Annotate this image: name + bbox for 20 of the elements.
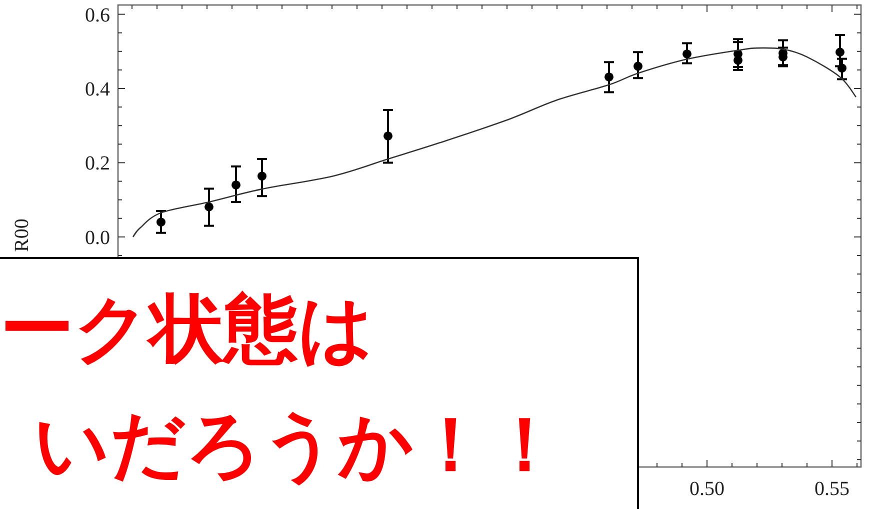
y-tick-label: 0.2 <box>85 152 110 175</box>
point <box>384 131 392 140</box>
point <box>836 48 844 57</box>
point <box>682 49 692 58</box>
overlay-box: ーク状態は いだろうか！！ <box>0 257 639 509</box>
y-tick-label: 0.0 <box>85 226 110 249</box>
point <box>204 202 214 212</box>
point <box>604 72 614 82</box>
x-tick-label: 0.55 <box>814 478 850 500</box>
point <box>258 172 266 181</box>
annotation: ーク状態は <box>0 287 374 370</box>
point <box>838 64 846 73</box>
point <box>232 180 240 190</box>
y-tick-label: 0.4 <box>85 78 110 100</box>
annotation: いだろうか！！ <box>34 403 562 486</box>
x-tick-label: 0.50 <box>690 478 724 500</box>
point <box>634 62 642 71</box>
y-tick-label: 0.6 <box>85 4 110 26</box>
y-axis-title: R00 <box>11 218 33 252</box>
point <box>156 218 166 227</box>
